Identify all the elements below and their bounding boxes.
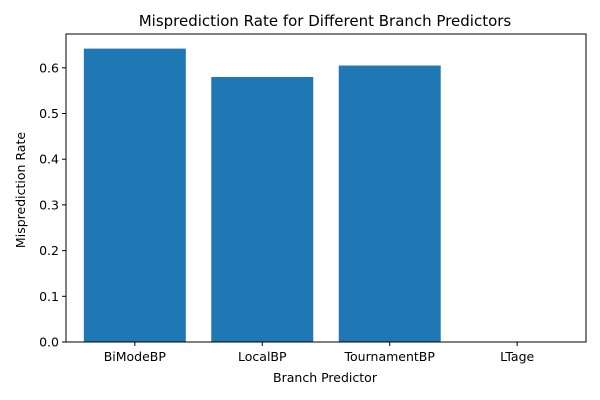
- x-tick-label: LTage: [500, 349, 534, 364]
- bar-localbp: [211, 76, 314, 343]
- y-tick-label: 0.3: [39, 197, 59, 212]
- y-tick-label: 0.0: [39, 335, 59, 350]
- y-tick-label: 0.6: [39, 60, 59, 75]
- bar-tournamentbp: [338, 65, 441, 342]
- y-tick-label: 0.2: [39, 243, 59, 258]
- y-tick-label: 0.1: [39, 289, 59, 304]
- x-tick-label: BiModeBP: [104, 349, 167, 364]
- y-tick-label: 0.5: [39, 106, 59, 121]
- bar-bimodebp: [83, 48, 186, 343]
- y-axis-label: Misprediction Rate: [13, 132, 28, 248]
- x-tick-label: TournamentBP: [344, 349, 436, 364]
- plot-area: 0.0 0.1 0.2 0.3 0.4 0.5 0.6 BiModeBP LocalBP Tour…: [39, 33, 587, 364]
- x-tick-label: LocalBP: [238, 349, 287, 364]
- y-tick-label: 0.4: [39, 152, 59, 167]
- chart-title: Misprediction Rate for Different Branch …: [139, 12, 512, 30]
- axes-frame: [65, 33, 587, 343]
- x-axis-label: Branch Predictor: [273, 370, 378, 385]
